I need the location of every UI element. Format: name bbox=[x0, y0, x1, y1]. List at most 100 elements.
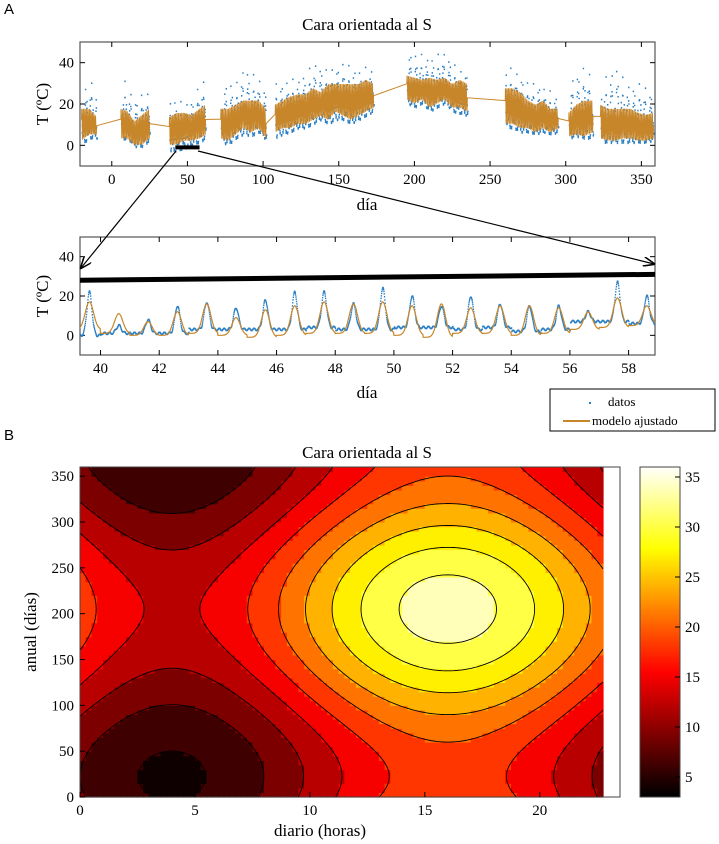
heatmap-cell bbox=[281, 563, 288, 569]
heatmap-cell bbox=[321, 645, 328, 651]
heatmap-cell bbox=[252, 760, 259, 766]
heatmap-cell bbox=[154, 677, 162, 684]
heatmap-cell bbox=[137, 512, 144, 519]
heatmap-cell bbox=[378, 544, 386, 551]
heatmap-cell bbox=[447, 599, 455, 606]
heatmap-cell bbox=[424, 577, 432, 583]
heatmap-cell bbox=[384, 723, 391, 729]
heatmap-cell bbox=[367, 641, 374, 647]
heatmap-cell bbox=[189, 787, 196, 794]
heatmap-cell bbox=[183, 783, 190, 789]
heatmap-cell bbox=[131, 636, 139, 642]
heatmap-cell bbox=[367, 668, 374, 674]
heatmap-cell bbox=[206, 700, 213, 706]
heatmap-cell bbox=[424, 595, 432, 601]
heatmap-cell bbox=[131, 577, 139, 583]
heatmap-cell bbox=[447, 719, 455, 725]
heatmap-cell bbox=[166, 700, 173, 706]
heatmap-cell bbox=[327, 742, 334, 748]
heatmap-cell bbox=[120, 778, 127, 784]
heatmap-cell bbox=[373, 755, 380, 761]
heatmap-cell bbox=[80, 531, 87, 537]
heatmap-cell bbox=[292, 723, 299, 729]
heatmap-cell bbox=[384, 664, 391, 670]
heatmap-cell bbox=[401, 471, 409, 477]
heatmap-cell bbox=[407, 622, 414, 629]
heatmap-cell bbox=[91, 627, 98, 633]
heatmap-cell bbox=[413, 563, 420, 569]
heatmap-cell bbox=[327, 687, 334, 693]
heatmap-cell bbox=[309, 714, 317, 720]
heatmap-cell bbox=[327, 714, 334, 720]
heatmap-cell bbox=[223, 668, 231, 674]
heatmap-cell bbox=[344, 604, 351, 610]
heatmap-cell bbox=[286, 742, 294, 748]
heatmap-cell bbox=[177, 471, 185, 477]
heatmap-cell bbox=[436, 664, 443, 670]
heatmap-cell bbox=[459, 563, 466, 569]
heatmap-cell bbox=[206, 696, 213, 702]
heatmap-cell bbox=[131, 526, 139, 532]
heatmap-cell bbox=[355, 719, 363, 725]
heatmap-cell bbox=[419, 544, 426, 551]
heatmap-cell bbox=[378, 572, 386, 578]
heatmap-cell bbox=[413, 783, 420, 789]
heatmap-cell bbox=[384, 517, 391, 523]
heatmap-cell bbox=[166, 613, 173, 619]
heatmap-cell bbox=[373, 471, 380, 477]
heatmap-cell bbox=[80, 687, 87, 693]
heatmap-cell bbox=[189, 687, 196, 693]
heatmap-cell bbox=[154, 581, 162, 587]
heatmap-cell bbox=[229, 760, 236, 766]
heatmap-cell bbox=[309, 467, 317, 473]
heatmap-cell bbox=[453, 659, 460, 665]
heatmap-cell bbox=[355, 668, 363, 674]
heatmap-cell bbox=[350, 778, 357, 784]
heatmap-cell bbox=[407, 664, 414, 670]
heatmap-cell bbox=[390, 563, 397, 569]
heatmap-cell bbox=[97, 668, 104, 674]
heatmap-cell bbox=[160, 654, 167, 661]
heatmap-cell bbox=[148, 760, 156, 766]
heatmap-cell bbox=[459, 531, 466, 537]
heatmap-cell bbox=[97, 535, 104, 541]
heatmap-cell bbox=[171, 503, 179, 509]
heatmap-cell bbox=[281, 494, 288, 500]
heatmap-cell bbox=[114, 467, 121, 473]
heatmap-cell bbox=[269, 577, 277, 583]
heatmap-cell bbox=[246, 581, 254, 587]
heatmap-cell bbox=[321, 677, 328, 684]
heatmap-cell bbox=[286, 755, 294, 761]
heatmap-cell bbox=[177, 668, 185, 674]
heatmap-cell bbox=[459, 764, 466, 771]
heatmap-cell bbox=[465, 577, 472, 583]
heatmap-cell bbox=[396, 494, 403, 500]
heatmap-cell bbox=[240, 567, 248, 574]
heatmap-cell bbox=[281, 609, 288, 615]
heatmap-cell bbox=[407, 489, 414, 496]
heatmap-cell bbox=[384, 499, 391, 505]
heatmap-cell bbox=[373, 531, 380, 537]
heatmap-cell bbox=[321, 572, 328, 578]
heatmap-cell bbox=[114, 714, 121, 720]
heatmap-cell bbox=[401, 544, 409, 551]
heatmap-cell bbox=[304, 618, 311, 624]
heatmap-cell bbox=[137, 544, 144, 551]
heatmap-cell bbox=[315, 654, 322, 661]
heatmap-cell bbox=[125, 700, 133, 706]
heatmap-cell bbox=[390, 659, 397, 665]
heatmap-cell bbox=[137, 700, 144, 706]
heatmap-cell bbox=[177, 783, 185, 789]
heatmap-cell bbox=[177, 645, 185, 651]
heatmap-cell bbox=[258, 700, 265, 706]
heatmap-cell bbox=[148, 714, 156, 720]
heatmap-cell bbox=[80, 709, 87, 716]
heatmap-cell bbox=[97, 632, 104, 638]
heatmap-cell bbox=[143, 760, 150, 766]
heatmap-cell bbox=[97, 471, 104, 477]
heatmap-cell bbox=[298, 476, 305, 482]
heatmap-cell bbox=[304, 535, 311, 541]
heatmap-cell bbox=[183, 709, 190, 716]
heatmap-cell bbox=[114, 586, 121, 592]
heatmap-cell bbox=[258, 755, 265, 761]
